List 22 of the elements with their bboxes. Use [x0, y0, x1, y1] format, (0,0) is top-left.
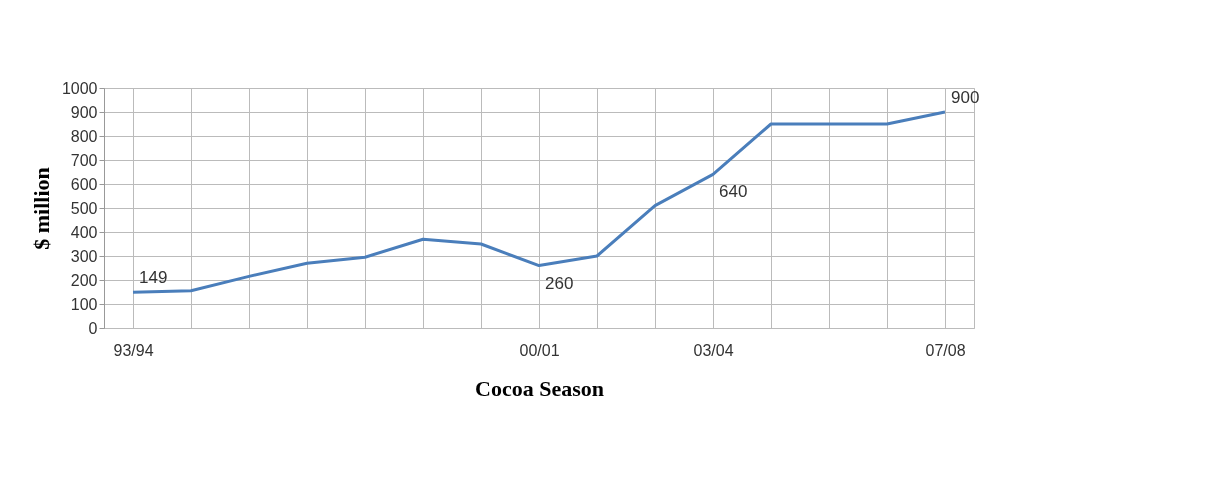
y-tick-label: 200	[70, 271, 98, 289]
y-tick-label: 900	[70, 103, 98, 121]
y-axis-title: $ million	[28, 167, 54, 250]
data-label: 900	[951, 88, 980, 107]
x-tick-label: 00/01	[519, 341, 560, 359]
line-series	[131, 110, 947, 294]
x-tick-label: 93/94	[113, 341, 154, 359]
y-tick-label: 300	[70, 247, 98, 265]
y-tick-label: 800	[70, 127, 98, 145]
data-label: 149	[139, 268, 168, 288]
y-tick-label: 700	[70, 151, 98, 169]
data-label: 640	[719, 182, 748, 202]
x-axis-title: Cocoa Season	[475, 375, 604, 401]
y-tick-label: 600	[70, 175, 98, 193]
y-tick-label: 400	[70, 223, 98, 241]
data-label: 260	[545, 273, 574, 293]
x-tick-label: 03/04	[693, 341, 734, 359]
y-tick-label: 500	[70, 199, 98, 217]
y-tick-label: 100	[70, 295, 98, 313]
y-tick-label: 1000	[61, 79, 98, 97]
y-tick-label: 0	[88, 319, 98, 337]
x-tick-label: 07/08	[925, 341, 966, 359]
